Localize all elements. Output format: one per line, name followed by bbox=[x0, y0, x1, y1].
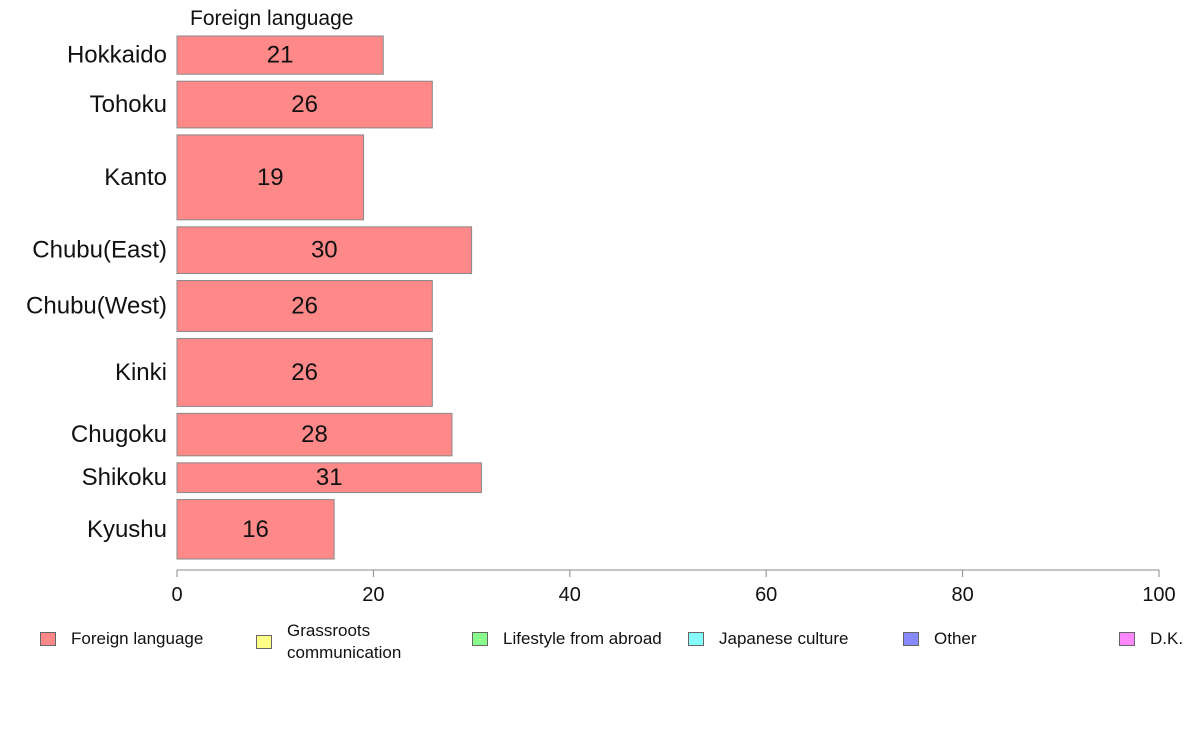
x-tick-label: 100 bbox=[1142, 584, 1175, 606]
legend-item-grassroots-communication: Grassroots communication bbox=[256, 620, 417, 664]
category-label: Chugoku bbox=[71, 421, 167, 448]
legend-item-japanese-culture: Japanese culture bbox=[688, 628, 848, 650]
category-label: Kyushu bbox=[87, 516, 167, 543]
data-label: 26 bbox=[291, 292, 318, 319]
data-label: 26 bbox=[291, 91, 318, 118]
x-tick-label: 80 bbox=[951, 584, 973, 606]
bar bbox=[176, 462, 482, 494]
data-label: 16 bbox=[242, 516, 269, 543]
data-label: 30 bbox=[311, 237, 338, 264]
x-tick-label: 20 bbox=[362, 584, 384, 606]
bar bbox=[176, 412, 453, 457]
category-label: Kinki bbox=[115, 359, 167, 386]
legend-swatch bbox=[688, 632, 704, 646]
legend-swatch bbox=[903, 632, 919, 646]
chart-title: Foreign language bbox=[190, 7, 353, 30]
category-label: Shikoku bbox=[82, 464, 167, 491]
bar bbox=[176, 134, 365, 221]
legend-item-other: Other bbox=[903, 628, 977, 650]
bar bbox=[176, 499, 335, 560]
legend-swatch bbox=[1119, 632, 1135, 646]
x-tick-label: 60 bbox=[755, 584, 777, 606]
legend-label: D.K. bbox=[1150, 629, 1184, 648]
legend-swatch bbox=[472, 632, 488, 646]
legend: Foreign language Grassroots communicatio… bbox=[0, 620, 1188, 670]
legend-item-lifestyle-from-abroad: Lifestyle from abroad bbox=[472, 628, 662, 650]
legend-swatch bbox=[40, 632, 56, 646]
data-label: 19 bbox=[257, 164, 284, 191]
data-label: 26 bbox=[291, 359, 318, 386]
chart: Foreign language Hokkaido 21 Tohoku 26 Kanto 1… bbox=[26, 7, 1176, 606]
legend-item-dk: D.K. bbox=[1119, 628, 1183, 650]
x-tick-label: 0 bbox=[171, 584, 182, 606]
category-label: Chubu(West) bbox=[26, 292, 167, 319]
category-label: Chubu(East) bbox=[32, 237, 167, 264]
legend-label: Lifestyle from abroad bbox=[503, 629, 662, 648]
category-label: Tohoku bbox=[90, 91, 167, 118]
category-label: Hokkaido bbox=[67, 42, 167, 69]
data-label: 21 bbox=[267, 42, 294, 69]
legend-swatch bbox=[256, 635, 272, 649]
legend-item-foreign-language: Foreign language bbox=[40, 628, 203, 650]
legend-label: Grassroots communication bbox=[287, 621, 402, 662]
legend-label: Foreign language bbox=[71, 629, 204, 648]
x-tick-label: 40 bbox=[559, 584, 581, 606]
legend-label: Other bbox=[934, 629, 977, 648]
category-label: Kanto bbox=[104, 164, 167, 191]
data-label: 28 bbox=[301, 421, 328, 448]
bar bbox=[176, 337, 433, 407]
bar bbox=[176, 35, 384, 75]
bar bbox=[176, 80, 433, 129]
data-label: 31 bbox=[316, 464, 343, 491]
legend-label: Japanese culture bbox=[719, 629, 849, 648]
bar bbox=[176, 280, 433, 332]
bar bbox=[176, 226, 473, 275]
